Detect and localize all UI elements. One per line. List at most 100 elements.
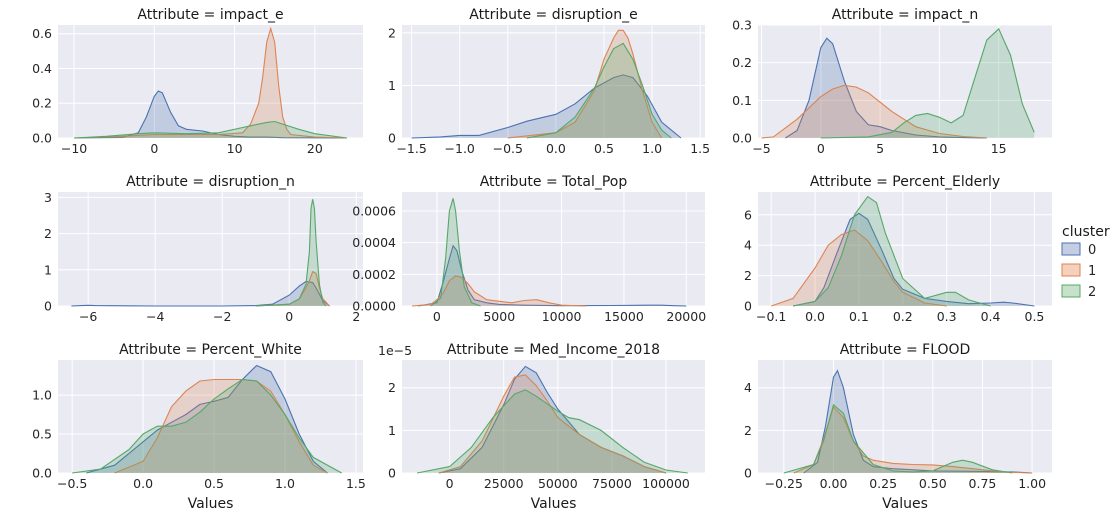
panel-2-xtick-label-3: 10 bbox=[931, 141, 947, 156]
panel-6-xtick-label-1: 0.0 bbox=[133, 476, 153, 491]
panel-2-xtick-label-0: −5 bbox=[752, 141, 770, 156]
panel-7-density-line-2 bbox=[416, 389, 688, 474]
panel-3-xtick-label-1: −4 bbox=[146, 309, 164, 324]
panel-5-xtick-label-6: 0.5 bbox=[1025, 309, 1045, 324]
panel-6-density-fill-0 bbox=[86, 365, 328, 473]
panel-0-plot-area bbox=[58, 25, 363, 138]
panel-6-xtick-label-2: 0.5 bbox=[204, 476, 224, 491]
panel-6-ytick-label-2: 1.0 bbox=[32, 388, 52, 403]
panel-8-xtick-label-0: −0.25 bbox=[765, 476, 803, 491]
panel-0-density-line-2 bbox=[74, 120, 347, 139]
panel-8-plot-area bbox=[758, 360, 1052, 473]
panel-2-density-line-0 bbox=[785, 37, 987, 139]
panel-7-offset-label: 1e−5 bbox=[378, 343, 412, 358]
panel-3-density-fill-0 bbox=[71, 281, 330, 306]
panel-8-xtick-label-1: 0.00 bbox=[820, 476, 848, 491]
panel-0-ytick-label-2: 0.4 bbox=[32, 61, 52, 76]
panel-7-density-fill-0 bbox=[438, 366, 666, 473]
panel-1-xtick-label-5: 1.0 bbox=[642, 141, 662, 156]
panel-8-xlabel: Values bbox=[882, 496, 928, 512]
panel-3-plot-area bbox=[58, 192, 363, 306]
panel-1-xtick-label-0: −1.5 bbox=[396, 141, 426, 156]
panel-7-density-fill-2 bbox=[417, 389, 688, 473]
panel-6-density-line-0 bbox=[86, 364, 328, 474]
panel-7-xtick-label-2: 50000 bbox=[538, 476, 578, 491]
panel-0: −10 0 10 20 0.0 0.2 0.4 0.6 Attribute = impact_e bbox=[32, 7, 363, 156]
panel-5-xtick-label-4: 0.3 bbox=[937, 309, 957, 324]
panel-0-xtick-label-1: 0 bbox=[150, 141, 158, 156]
panel-4-ytick-label-1: 0.0002 bbox=[352, 267, 396, 282]
panel-4-xtick-label-0: 0 bbox=[433, 309, 441, 324]
panel-8-density-fill-2 bbox=[783, 404, 1013, 473]
panel-7-xtick-label-3: 75000 bbox=[592, 476, 632, 491]
panel-4-density-line-2 bbox=[430, 198, 481, 307]
panel-4-xtick-label-4: 20000 bbox=[666, 309, 706, 324]
panel-2-title: Attribute = impact_n bbox=[832, 7, 979, 23]
panel-7-plot-area bbox=[402, 360, 705, 473]
panel-5: −0.1 0.0 0.1 0.2 0.3 0.4 0.5 0 2 4 6 Attribute = Pe… bbox=[744, 174, 1052, 324]
panel-0-ytick-label-3: 0.6 bbox=[32, 26, 52, 41]
panel-1-xtick-label-2: −0.5 bbox=[493, 141, 523, 156]
panel-4-ytick-label-3: 0.0006 bbox=[352, 204, 396, 219]
legend-entry-0: 0 bbox=[1061, 242, 1096, 258]
panel-2-xtick-label-1: 0 bbox=[817, 141, 825, 156]
panel-0-xtick-label-3: 20 bbox=[307, 141, 323, 156]
panel-3-xtick-label-4: 2 bbox=[352, 309, 360, 324]
panel-1-title: Attribute = disruption_e bbox=[469, 7, 637, 23]
panel-1-ytick-label-0: 0 bbox=[388, 131, 396, 146]
panel-0-ytick-label-1: 0.2 bbox=[32, 96, 52, 111]
panel-0-xtick-label-2: 10 bbox=[227, 141, 243, 156]
legend-swatch-0 bbox=[1061, 242, 1081, 256]
panel-2-xtick-label-2: 5 bbox=[876, 141, 884, 156]
panel-0-density-fill-1 bbox=[74, 28, 347, 138]
legend-swatch-1 bbox=[1061, 263, 1081, 277]
panel-1-ytick-label-1: 1 bbox=[388, 78, 396, 93]
panel-1-xtick-label-6: 1.5 bbox=[690, 141, 710, 156]
panel-7-ytick-label-2: 2 bbox=[388, 380, 396, 395]
panel-2-plot-area bbox=[758, 25, 1052, 138]
panel-3-density-fill-1 bbox=[255, 271, 330, 306]
panel-1-xtick-label-1: −1.0 bbox=[445, 141, 475, 156]
panel-6-xtick-label-3: 1.0 bbox=[275, 476, 295, 491]
panel-8-density-fill-0 bbox=[803, 370, 1033, 473]
panel-0-ytick-label-0: 0.0 bbox=[32, 131, 52, 146]
panel-7-xtick-label-0: 0 bbox=[446, 476, 454, 491]
panel-0-xtick-label-0: −10 bbox=[61, 141, 87, 156]
panel-4-title: Attribute = Total_Pop bbox=[480, 174, 628, 190]
panel-2-density-fill-0 bbox=[785, 38, 987, 139]
panel-4-xtick-label-2: 10000 bbox=[542, 309, 582, 324]
panel-5-plot-area bbox=[758, 192, 1052, 306]
panel-4-ytick-label-0: 0.0000 bbox=[352, 299, 396, 314]
panel-8-xtick-label-4: 0.75 bbox=[969, 476, 997, 491]
panel-3-title: Attribute = disruption_n bbox=[126, 174, 295, 190]
panel-3-density-fill-2 bbox=[255, 199, 327, 306]
panel-7: 0 25000 50000 75000 100000 0 1 2 Attribute = Med… bbox=[378, 342, 705, 512]
panel-1-density-fill-1 bbox=[507, 30, 662, 138]
panel-1-xtick-label-4: 0.5 bbox=[594, 141, 614, 156]
panel-5-density-line-1 bbox=[771, 229, 947, 307]
panel-3-ytick-label-0: 0 bbox=[44, 299, 52, 314]
panel-3-xtick-label-0: −6 bbox=[79, 309, 97, 324]
panel-5-xtick-label-2: 0.1 bbox=[849, 309, 869, 324]
panel-4-xtick-label-1: 5000 bbox=[483, 309, 515, 324]
panel-1-density-fill-0 bbox=[411, 74, 681, 138]
panel-7-ytick-label-0: 0 bbox=[388, 466, 396, 481]
legend-label-2: 2 bbox=[1088, 285, 1096, 300]
panel-3-density-line-0 bbox=[71, 280, 330, 307]
panel-1-density-line-1 bbox=[507, 29, 663, 139]
panel-2-xtick-label-4: 15 bbox=[991, 141, 1007, 156]
panel-5-ytick-label-3: 6 bbox=[744, 207, 752, 222]
panel-8-density-line-2 bbox=[783, 403, 1013, 474]
legend: cluster 0 1 2 bbox=[1061, 224, 1110, 300]
panel-3: −6 −4 −2 0 2 0 1 2 3 Attribute = disruption_n bbox=[44, 174, 363, 324]
legend-label-1: 1 bbox=[1088, 264, 1096, 279]
panel-6-ytick-label-0: 0.0 bbox=[32, 466, 52, 481]
panel-0-density-line-0 bbox=[74, 90, 347, 139]
panel-3-xtick-label-2: −2 bbox=[213, 309, 231, 324]
panel-8-ytick-label-1: 2 bbox=[744, 423, 752, 438]
panel-5-density-line-2 bbox=[792, 195, 991, 307]
panel-2-density-line-2 bbox=[820, 27, 1035, 139]
panel-5-density-fill-0 bbox=[793, 213, 1035, 306]
panel-4-density-line-0 bbox=[418, 244, 687, 307]
